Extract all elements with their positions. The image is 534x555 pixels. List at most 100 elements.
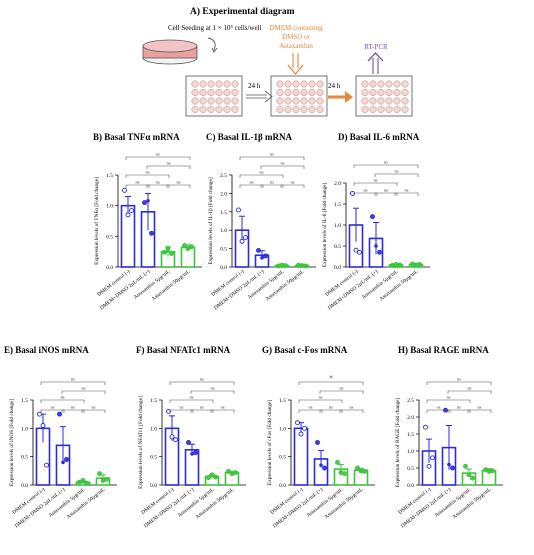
plate-well <box>300 89 308 96</box>
significance-label: ns <box>467 386 471 391</box>
plate-well <box>191 106 199 113</box>
significance-label: ns <box>373 178 377 183</box>
significance-label: ns <box>394 169 398 174</box>
chart-panel-h: H) Basal RAGE mRNA 0.0 0.5 1.0 1.5 2.0 2.5 Expr… <box>394 345 503 529</box>
assay-up-arrow-icon <box>367 52 384 74</box>
significance-label: ns <box>329 405 333 410</box>
significance-bracket <box>40 409 65 413</box>
significance-bracket <box>169 399 214 403</box>
x-tick-label: DMEM control (-) <box>140 486 176 516</box>
plate-well <box>308 106 316 113</box>
significance-bracket <box>374 192 398 196</box>
significance-label: ns <box>189 395 193 400</box>
significance-label: ns <box>308 405 312 410</box>
plate-well <box>308 89 316 96</box>
data-point <box>470 475 475 481</box>
data-point <box>239 238 245 244</box>
chart-panel-b: B) Basal TNFα mRNA 0.0 0.5 1.0 1.5 Expression… <box>93 132 202 311</box>
significance-bracket <box>169 409 194 413</box>
plate-well <box>308 97 316 105</box>
significance-bracket <box>239 156 305 160</box>
treatment-down-arrow-icon <box>287 53 304 76</box>
significance-bracket <box>166 184 191 188</box>
plate-well <box>276 97 284 105</box>
plate-well <box>284 80 292 88</box>
significance-bracket <box>125 184 150 188</box>
significance-bracket <box>125 156 191 160</box>
significance-bracket <box>40 381 106 385</box>
plate-well <box>300 97 308 105</box>
data-point <box>490 468 495 474</box>
plate-well <box>284 89 292 96</box>
significance-label: ns <box>91 405 95 410</box>
data-point <box>355 465 360 471</box>
y-tick-label: 0.0 <box>334 265 341 271</box>
data-point <box>302 425 307 431</box>
plate-well <box>393 80 401 88</box>
x-tick-label: Astaxanthin 50µg/mL <box>265 269 306 303</box>
y-tick-label: 1.5 <box>220 210 227 216</box>
significance-label: ns <box>384 160 388 165</box>
well-plate-treatment <box>270 75 328 117</box>
y-tick-label: 0.5 <box>21 455 28 461</box>
treatment-label-line-2: DMSO or <box>282 33 310 41</box>
y-tick-label: 0.0 <box>220 265 227 271</box>
y-axis-label: Expression levels of NFATc1 [Fold change… <box>137 396 144 489</box>
experimental-diagram: A) Experimental diagram Cell Seeding at … <box>142 6 413 117</box>
plate-well <box>231 80 239 88</box>
significance-bracket <box>319 390 364 394</box>
data-point <box>430 455 435 461</box>
data-point <box>209 472 215 478</box>
chart-panel-f: F) Basal NFATc1 mRNA 0.0 0.5 1.0 1.5 Expressi… <box>136 345 246 529</box>
chart-title: B) Basal TNFα mRNA <box>93 132 180 142</box>
y-tick-label: 0.0 <box>279 483 286 489</box>
chart-title: D) Basal IL-6 mRNA <box>338 132 420 142</box>
data-point <box>97 471 102 477</box>
data-point <box>104 476 109 482</box>
data-point <box>260 255 264 260</box>
data-point <box>169 434 175 440</box>
significance-bracket <box>394 192 419 196</box>
y-tick-label: 1.0 <box>220 228 227 234</box>
significance-label: ns <box>349 405 353 410</box>
significance-bracket <box>467 409 492 413</box>
significance-bracket <box>353 182 398 186</box>
plate-well <box>292 106 300 113</box>
bar <box>293 427 309 486</box>
plate-well <box>223 80 231 88</box>
y-axis-label: Expression levels of TNFα [Fold change] <box>93 177 100 265</box>
y-axis-label: Expression levels of iNOS [Fold change] <box>8 399 15 486</box>
plate-well <box>215 106 223 113</box>
data-point <box>189 244 194 250</box>
y-tick-label: 1.5 <box>150 398 157 404</box>
significance-label: ns <box>210 386 214 391</box>
data-point <box>226 468 231 474</box>
plate-well <box>369 97 377 105</box>
data-point <box>350 191 355 196</box>
plate-well <box>231 97 239 105</box>
plate-well <box>401 80 409 88</box>
data-point <box>165 246 171 252</box>
significance-bracket <box>239 184 264 188</box>
data-point <box>370 214 375 220</box>
data-point <box>295 420 300 426</box>
significance-bracket <box>146 165 191 169</box>
y-tick-label: 1.0 <box>21 426 28 432</box>
y-tick-label: 0.5 <box>106 234 113 240</box>
chart-title: E) Basal iNOS mRNA <box>4 345 89 355</box>
data-point <box>263 253 268 259</box>
plate-well <box>207 80 215 88</box>
data-point <box>61 460 65 465</box>
significance-label: * <box>329 375 333 383</box>
data-point <box>450 465 455 471</box>
data-point <box>80 478 86 483</box>
significance-bracket <box>353 164 419 168</box>
plate-well <box>369 89 377 96</box>
x-tick-label: DMEM control (-) <box>269 486 305 516</box>
plate-well <box>385 89 393 96</box>
plate-well <box>401 89 409 96</box>
data-point <box>466 472 472 478</box>
plate-well <box>284 97 292 105</box>
significance-bracket <box>339 409 364 413</box>
